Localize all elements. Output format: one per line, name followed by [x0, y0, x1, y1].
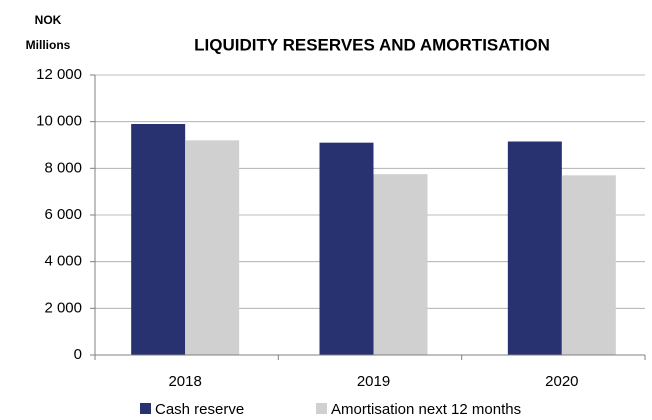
bar [185, 140, 240, 355]
legend-label: Amortisation next 12 months [331, 401, 521, 418]
legend-swatch [316, 403, 327, 414]
bar [507, 141, 562, 355]
y-axis-label: NOK [35, 13, 62, 27]
x-tick-label: 2020 [545, 373, 578, 390]
bar [131, 124, 186, 355]
y-axis-label: Millions [26, 38, 71, 52]
x-tick-label: 2018 [168, 373, 201, 390]
y-tick-label: 8 000 [44, 159, 82, 176]
y-tick-label: 4 000 [44, 253, 82, 270]
chart-title: LIQUIDITY RESERVES AND AMORTISATION [194, 35, 550, 54]
bar [561, 175, 616, 355]
legend-label: Cash reserve [155, 401, 244, 418]
y-tick-label: 10 000 [36, 113, 82, 130]
y-tick-label: 12 000 [36, 66, 82, 83]
bar [373, 174, 428, 355]
y-tick-label: 0 [74, 346, 82, 363]
legend-swatch [140, 403, 151, 414]
y-tick-label: 2 000 [44, 299, 82, 316]
x-tick-label: 2019 [357, 373, 390, 390]
y-tick-label: 6 000 [44, 206, 82, 223]
bar [319, 142, 374, 355]
